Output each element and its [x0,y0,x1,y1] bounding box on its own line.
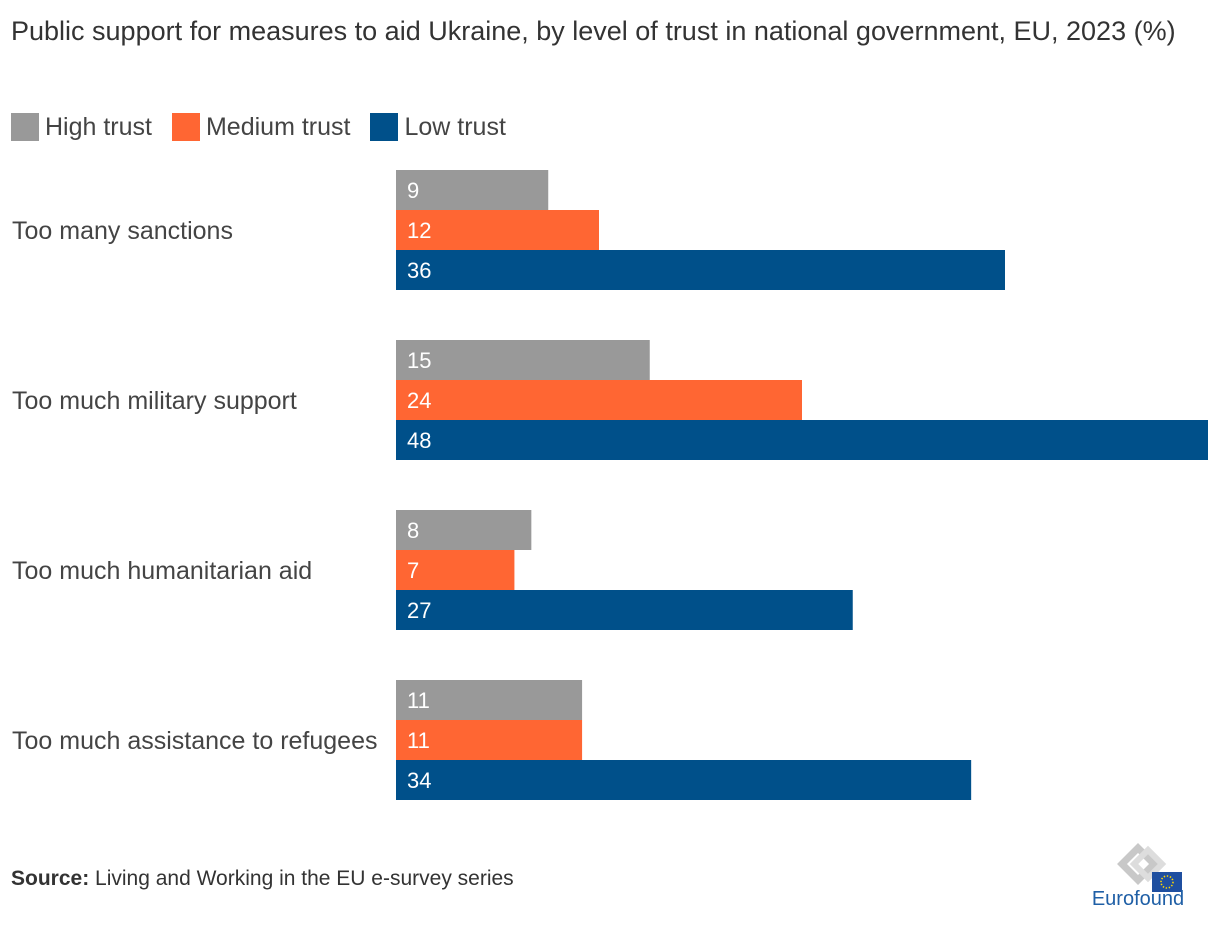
legend-swatch-low-trust [370,113,399,141]
category-label-too-much-humanitarian-aid: Too much humanitarian aid [12,557,312,585]
data-label-too-much-humanitarian-aid-high-trust: 8 [407,518,419,543]
source-note: Source: Living and Working in the EU e-s… [11,867,514,891]
category-label-too-much-military-support: Too much military support [12,387,297,415]
data-label-too-much-military-support-high-trust: 15 [407,348,431,373]
data-label-too-many-sanctions-medium-trust: 12 [407,218,431,243]
bar-too-much-assistance-to-refugees-medium-trust [396,720,583,760]
bar-too-many-sanctions-low-trust [396,250,1005,290]
legend: High trust Medium trust Low trust [11,112,526,142]
data-label-too-much-assistance-to-refugees-high-trust: 11 [407,688,430,713]
legend-item-low-trust: Low trust [370,112,506,142]
data-label-too-much-military-support-low-trust: 48 [407,428,431,453]
bar-too-much-military-support-high-trust [396,340,650,380]
data-label-too-many-sanctions-low-trust: 36 [407,258,431,283]
data-label-too-much-humanitarian-aid-low-trust: 27 [407,598,431,623]
legend-label-low-trust: Low trust [404,112,506,141]
legend-item-high-trust: High trust [11,113,152,142]
source-text: Living and Working in the EU e-survey se… [95,867,514,890]
chart-title: Public support for measures to aid Ukrai… [11,16,1176,46]
logo-text: Eurofound [1091,888,1185,910]
eurofound-logo-icon [1117,843,1182,892]
data-label-too-much-assistance-to-refugees-low-trust: 34 [407,768,431,793]
legend-item-medium-trust: Medium trust [171,112,351,142]
legend-label-medium-trust: Medium trust [205,112,351,141]
bar-chart: Too many sanctions 9 12 36 Too much military… [12,170,1208,800]
bar-too-much-assistance-to-refugees-high-trust [396,680,583,720]
bar-too-much-humanitarian-aid-low-trust [396,590,853,630]
bar-too-much-military-support-low-trust [396,420,1208,460]
category-label-too-much-assistance-to-refugees: Too much assistance to refugees [12,727,377,755]
bar-too-many-sanctions-high-trust [396,170,549,210]
source-label: Source: [11,867,90,890]
bar-too-much-humanitarian-aid-high-trust [396,510,532,550]
bar-too-much-assistance-to-refugees-low-trust [396,760,972,800]
data-label-too-much-assistance-to-refugees-medium-trust: 11 [407,728,430,753]
category-label-too-many-sanctions: Too many sanctions [12,217,233,245]
legend-swatch-high-trust [11,113,39,141]
bar-too-much-humanitarian-aid-medium-trust [396,550,515,590]
bar-too-much-military-support-medium-trust [396,380,802,420]
data-label-too-much-humanitarian-aid-medium-trust: 7 [407,558,419,583]
data-label-too-many-sanctions-high-trust: 9 [407,178,419,203]
legend-swatch-medium-trust [171,113,200,141]
bar-too-many-sanctions-medium-trust [396,210,599,250]
eurofound-logo: Eurofound [1086,842,1190,912]
legend-label-high-trust: High trust [45,112,152,141]
data-label-too-much-military-support-medium-trust: 24 [407,388,431,413]
